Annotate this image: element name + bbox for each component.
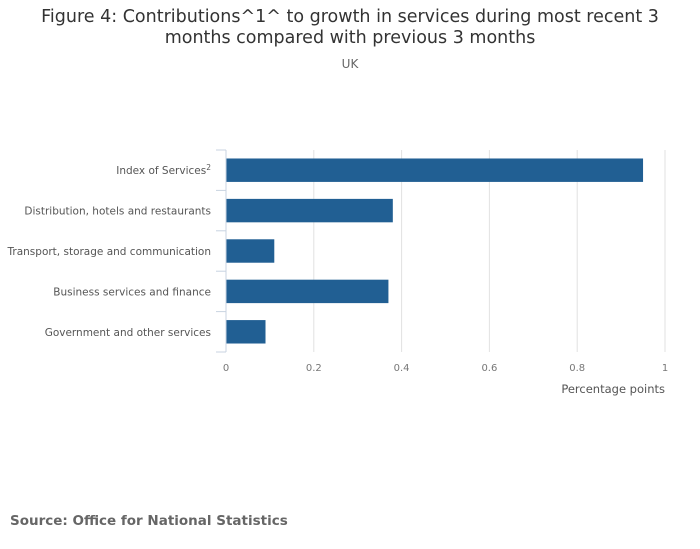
x-tick-label: 0.2	[306, 363, 322, 374]
gridlines	[313, 150, 666, 352]
bars	[226, 158, 644, 344]
category-labels: Index of Services2 Distribution, hotels a…	[7, 163, 212, 339]
chart-title-line-2: months compared with previous 3 months	[164, 28, 536, 48]
x-tick-label: 1	[662, 363, 668, 374]
bar	[226, 279, 389, 304]
source-note: Source: Office for National Statistics	[10, 513, 288, 529]
x-tick-labels: 0 0.2 0.4 0.6 0.8 1	[223, 363, 668, 374]
y-axis	[216, 149, 227, 353]
x-tick-label: 0.6	[481, 363, 497, 374]
x-tick-label: 0.8	[569, 363, 585, 374]
category-label: Index of Services2	[116, 163, 211, 177]
category-label: Business services and finance	[53, 286, 211, 298]
chart-title-line-1: Figure 4: Contributions^1^ to growth in …	[41, 7, 659, 27]
bar	[226, 239, 275, 263]
chart-subtitle: UK	[341, 57, 359, 71]
chart-title: Figure 4: Contributions^1^ to growth in …	[0, 7, 700, 49]
x-axis-label: Percentage points	[561, 382, 665, 396]
category-label: Government and other services	[45, 327, 211, 339]
category-label: Transport, storage and communication	[7, 246, 211, 258]
category-label: Distribution, hotels and restaurants	[24, 206, 211, 218]
bar	[226, 158, 644, 182]
x-tick-label: 0	[223, 363, 229, 374]
x-tick-label: 0.4	[394, 363, 410, 374]
footnote-superscript: 2	[206, 163, 211, 172]
bar	[226, 320, 266, 344]
bar	[226, 198, 393, 223]
